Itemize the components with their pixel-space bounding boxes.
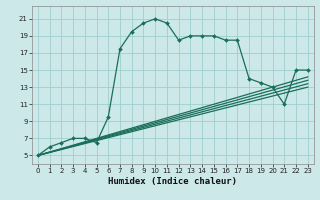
X-axis label: Humidex (Indice chaleur): Humidex (Indice chaleur) [108,177,237,186]
